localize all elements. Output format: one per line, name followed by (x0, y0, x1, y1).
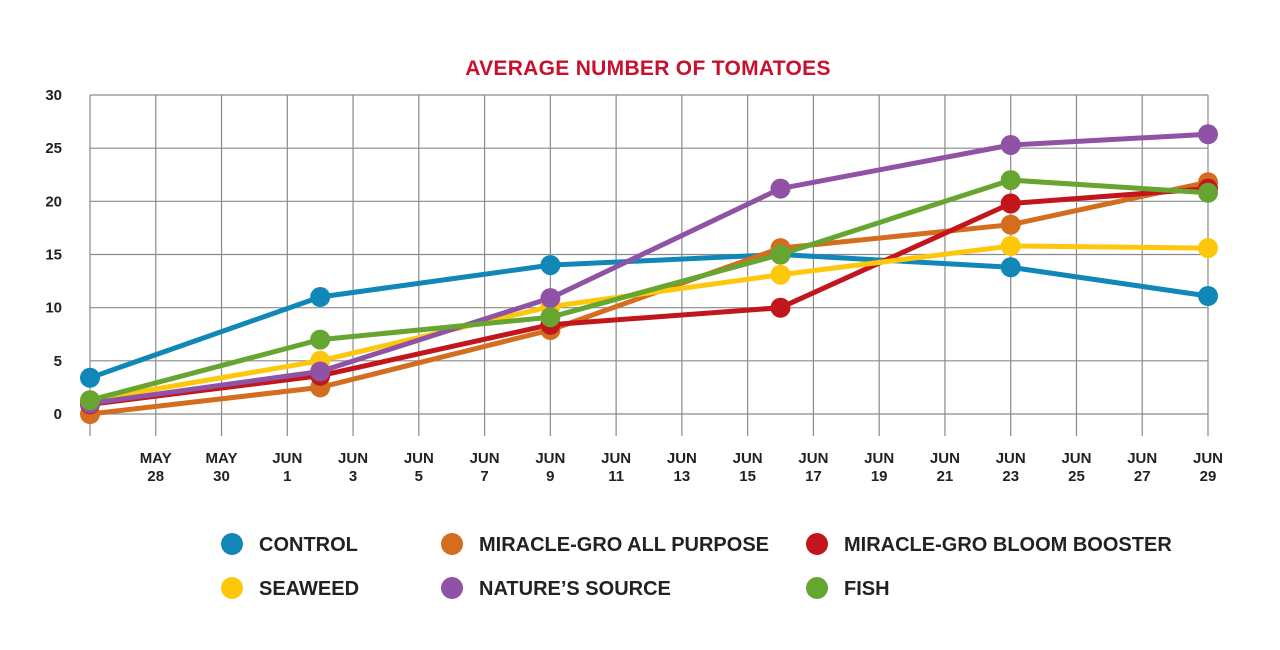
x-tick-label-day: 30 (213, 468, 230, 485)
x-tick-label-day: 21 (937, 468, 954, 485)
series-line (87, 131, 1211, 406)
legend-label: CONTROL (259, 534, 358, 556)
x-tick-label-month: JUN (1061, 450, 1091, 467)
x-tick-label-month: JUN (601, 450, 631, 467)
legend-marker (441, 533, 463, 555)
data-point (1198, 286, 1218, 306)
y-tick-label: 15 (45, 247, 62, 264)
y-axis-ticks: 0 5 10 15 20 25 30 (45, 87, 62, 423)
x-tick-label-day: 5 (415, 468, 423, 485)
x-tick-label-month: MAY (206, 450, 238, 467)
x-tick-label-day: 13 (674, 468, 691, 485)
data-point (770, 178, 791, 199)
x-tick-label-day: 27 (1134, 468, 1151, 485)
legend-marker (221, 533, 243, 555)
x-tick-label-day: 15 (739, 468, 756, 485)
data-point (1198, 124, 1218, 145)
y-tick-label: 0 (54, 406, 62, 423)
x-tick-label-day: 7 (480, 468, 488, 485)
x-tick-label-month: JUN (733, 450, 763, 467)
y-tick-label: 20 (45, 193, 62, 210)
data-point (540, 288, 561, 309)
data-point (770, 297, 791, 318)
x-tick-label-month: JUN (470, 450, 500, 467)
data-point (1000, 236, 1021, 256)
data-point (310, 287, 331, 307)
x-tick-label-month: JUN (535, 450, 565, 467)
x-tick-label-day: 25 (1068, 468, 1085, 485)
x-tick-label-month: JUN (272, 450, 302, 467)
x-tick-label-day: 17 (805, 468, 822, 485)
x-tick-label-day: 19 (871, 468, 888, 485)
x-tick-label-day: 29 (1200, 468, 1217, 485)
series-line (87, 243, 1211, 403)
series-line (87, 186, 1211, 407)
x-tick-label-month: MAY (140, 450, 172, 467)
series-layer (80, 124, 1218, 424)
series-line (87, 177, 1211, 403)
data-point (1198, 238, 1218, 259)
x-tick-label-month: JUN (1193, 450, 1223, 467)
x-tick-label-month: JUN (667, 450, 697, 467)
data-point (310, 361, 331, 382)
data-point (310, 329, 331, 350)
legend-label: MIRACLE-GRO ALL PURPOSE (479, 534, 769, 556)
y-tick-label: 30 (45, 87, 62, 104)
data-point (1198, 182, 1218, 203)
x-tick-label-month: JUN (864, 450, 894, 467)
data-point (80, 367, 100, 388)
data-point (1000, 214, 1021, 235)
x-tick-label-day: 3 (349, 468, 357, 485)
legend-label: NATURE’S SOURCE (479, 578, 671, 600)
legend-label: MIRACLE-GRO BLOOM BOOSTER (844, 534, 1172, 556)
y-tick-label: 10 (45, 300, 62, 317)
x-tick-label-day: 11 (608, 468, 624, 485)
x-tick-label-month: JUN (338, 450, 368, 467)
y-tick-label: 5 (54, 353, 62, 370)
data-point (540, 307, 561, 328)
legend-marker (441, 577, 463, 599)
x-axis-ticks: MAY28MAY30JUN1JUN3JUN5JUN7JUN9JUN11JUN13… (140, 450, 1223, 485)
data-point (1000, 193, 1021, 214)
data-point (1000, 135, 1021, 155)
x-tick-label-month: JUN (798, 450, 828, 467)
legend-label: SEAWEED (259, 578, 359, 600)
legend-label: FISH (844, 578, 890, 600)
legend-marker (221, 577, 243, 599)
x-tick-label-month: JUN (930, 450, 960, 467)
data-point (80, 390, 100, 411)
data-point (540, 255, 561, 276)
y-tick-label: 25 (45, 140, 62, 157)
data-point (770, 244, 791, 265)
x-tick-label-month: JUN (404, 450, 434, 467)
x-tick-label-day: 23 (1002, 468, 1019, 485)
data-point (1000, 257, 1021, 278)
series-line (87, 252, 1211, 381)
legend-marker (806, 577, 828, 599)
x-tick-label-month: JUN (996, 450, 1026, 467)
data-point (1000, 170, 1021, 191)
chart-title: AVERAGE NUMBER OF TOMATOES (465, 57, 831, 80)
legend: CONTROL MIRACLE-GRO ALL PURPOSE MIRACLE-GR… (221, 533, 1172, 600)
x-tick-label-day: 28 (147, 468, 164, 485)
x-tick-label-day: 9 (546, 468, 554, 485)
x-tick-label-month: JUN (1127, 450, 1157, 467)
x-tick-label-day: 1 (283, 468, 291, 485)
data-point (770, 264, 791, 285)
legend-marker (806, 533, 828, 555)
